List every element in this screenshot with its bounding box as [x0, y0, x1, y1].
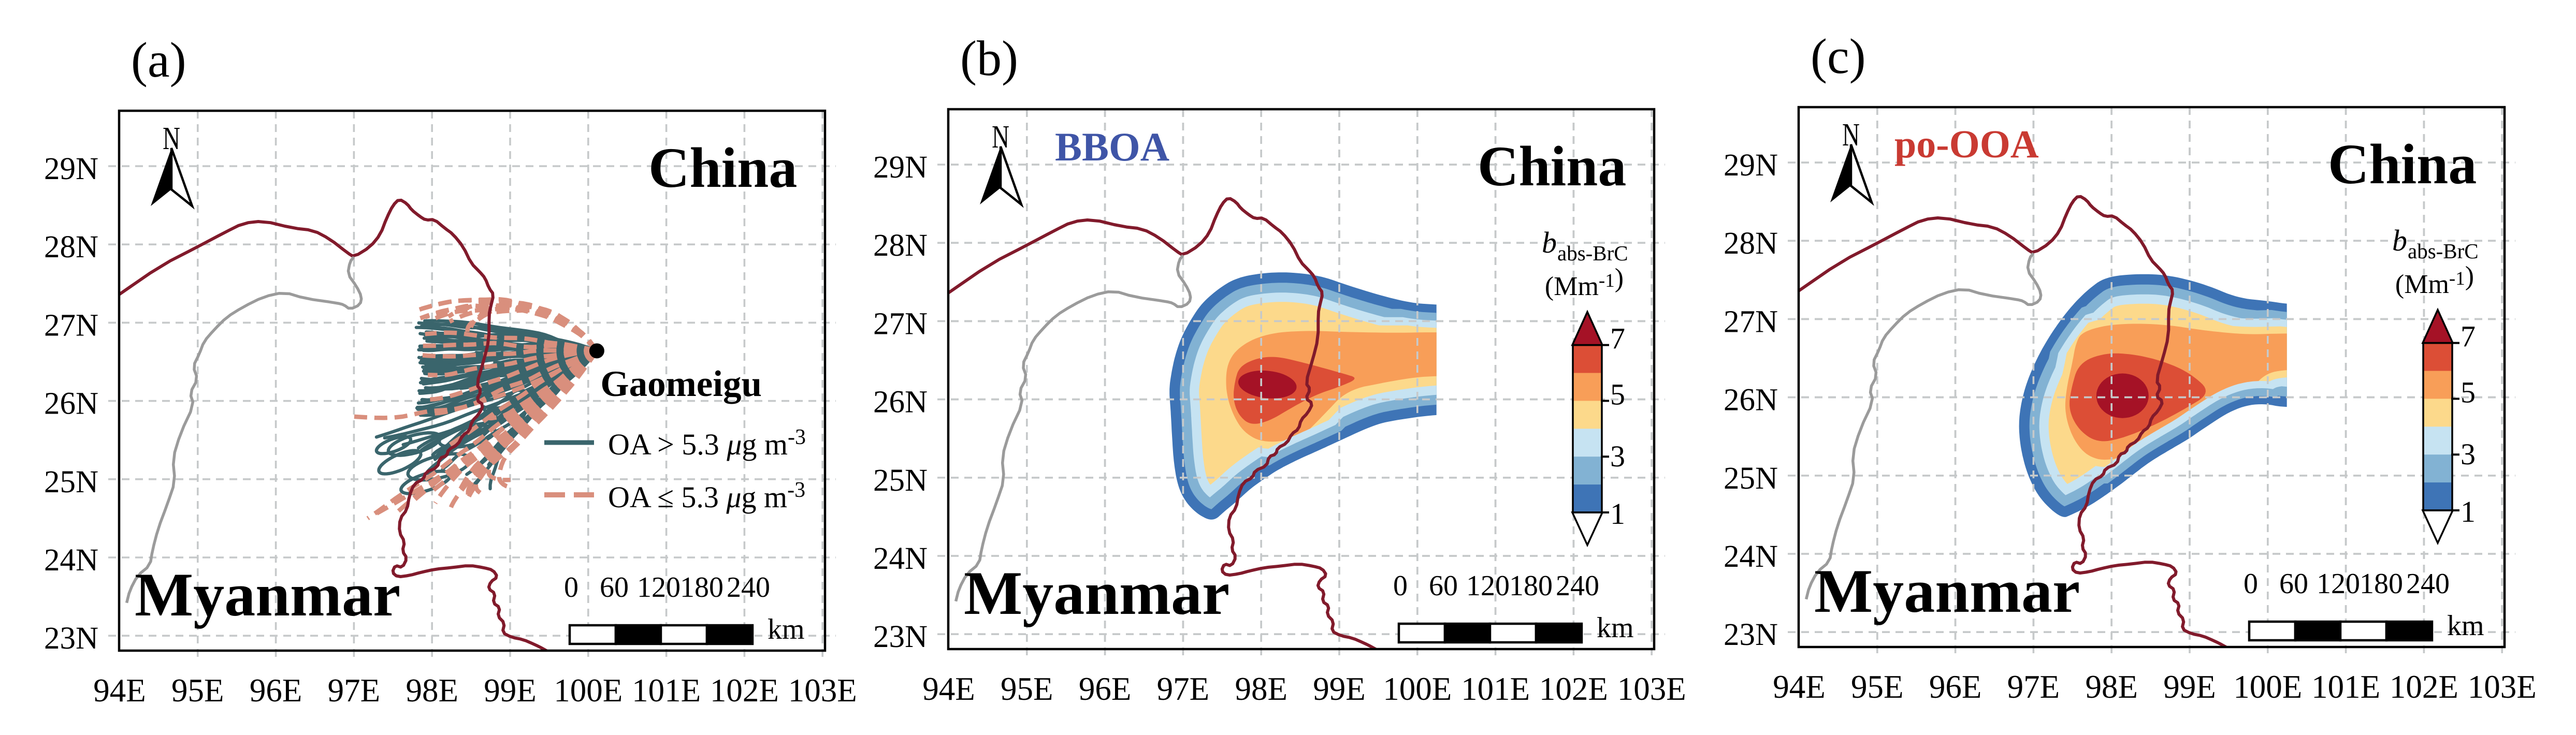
svg-text:101E: 101E [1461, 671, 1530, 707]
svg-text:97E: 97E [1157, 671, 1209, 707]
svg-text:b: b [1542, 226, 1557, 259]
svg-text:24N: 24N [44, 543, 98, 578]
svg-text:26N: 26N [44, 387, 98, 421]
svg-text:102E: 102E [2390, 669, 2458, 705]
svg-text:101E: 101E [632, 672, 701, 709]
svg-text:1: 1 [2461, 495, 2476, 528]
svg-text:26N: 26N [873, 385, 928, 420]
svg-text:29N: 29N [44, 152, 98, 186]
svg-text:103E: 103E [2468, 669, 2537, 705]
svg-text:120: 120 [2317, 568, 2360, 600]
svg-text:27N: 27N [873, 306, 928, 341]
svg-text:1: 1 [1610, 497, 1625, 531]
svg-text:95E: 95E [171, 672, 224, 709]
svg-text:102E: 102E [1539, 671, 1608, 707]
svg-text:OA > 5.3 μg m-3: OA > 5.3 μg m-3 [608, 425, 806, 461]
svg-text:b: b [2392, 224, 2407, 257]
svg-text:Myanmar: Myanmar [1814, 556, 2080, 625]
svg-text:27N: 27N [1724, 304, 1778, 339]
svg-text:24N: 24N [1724, 539, 1778, 574]
svg-text:7: 7 [2461, 320, 2476, 354]
svg-text:23N: 23N [44, 621, 98, 656]
svg-text:China: China [648, 136, 797, 199]
svg-text:China: China [2328, 133, 2477, 196]
svg-text:120: 120 [637, 571, 681, 604]
svg-text:3: 3 [2461, 437, 2476, 471]
svg-text:(a): (a) [131, 32, 186, 87]
svg-text:96E: 96E [1079, 671, 1131, 707]
svg-text:23N: 23N [1724, 618, 1778, 652]
svg-text:28N: 28N [1724, 226, 1778, 261]
svg-text:29N: 29N [1724, 148, 1778, 183]
svg-text:60: 60 [600, 571, 629, 604]
svg-text:60: 60 [2279, 568, 2308, 600]
svg-text:26N: 26N [1724, 383, 1778, 418]
svg-text:23N: 23N [873, 620, 928, 654]
svg-text:95E: 95E [1851, 669, 1903, 705]
svg-text:96E: 96E [1929, 669, 1981, 705]
svg-text:60: 60 [1429, 570, 1458, 602]
svg-text:99E: 99E [484, 672, 536, 709]
svg-text:100E: 100E [554, 672, 623, 709]
svg-text:240: 240 [727, 571, 770, 604]
svg-text:103E: 103E [788, 672, 857, 709]
svg-text:98E: 98E [406, 672, 458, 709]
svg-text:99E: 99E [2163, 669, 2216, 705]
svg-text:(b): (b) [960, 31, 1018, 86]
svg-text:27N: 27N [44, 308, 98, 343]
svg-text:120: 120 [1466, 570, 1510, 602]
svg-text:Myanmar: Myanmar [135, 560, 400, 629]
svg-text:5: 5 [1610, 377, 1625, 411]
svg-text:94E: 94E [93, 672, 146, 709]
svg-text:97E: 97E [2007, 669, 2060, 705]
svg-text:97E: 97E [328, 672, 380, 709]
svg-text:180: 180 [680, 571, 723, 604]
svg-text:Gaomeigu: Gaomeigu [600, 364, 762, 404]
svg-text:29N: 29N [873, 150, 928, 185]
svg-text:240: 240 [1556, 570, 1599, 602]
svg-text:abs-BrC: abs-BrC [2408, 239, 2479, 263]
svg-text:96E: 96E [250, 672, 302, 709]
svg-text:180: 180 [2360, 568, 2403, 600]
svg-text:po-OOA: po-OOA [1894, 123, 2039, 166]
svg-text:3: 3 [1610, 439, 1625, 473]
svg-text:94E: 94E [1773, 669, 1825, 705]
svg-text:94E: 94E [922, 671, 975, 707]
svg-text:0: 0 [1393, 570, 1408, 602]
svg-text:25N: 25N [44, 465, 98, 499]
svg-text:km: km [2447, 610, 2484, 642]
svg-text:0: 0 [564, 571, 578, 604]
svg-text:180: 180 [1509, 570, 1553, 602]
svg-text:OA ≤ 5.3 μg m-3: OA ≤ 5.3 μg m-3 [608, 478, 805, 514]
svg-text:abs-BrC: abs-BrC [1557, 241, 1628, 265]
svg-text:25N: 25N [1724, 461, 1778, 496]
svg-text:98E: 98E [1235, 671, 1287, 707]
svg-text:(c): (c) [1811, 28, 1866, 84]
svg-text:25N: 25N [873, 463, 928, 498]
svg-text:98E: 98E [2085, 669, 2137, 705]
svg-text:BBOA: BBOA [1055, 124, 1169, 169]
svg-text:China: China [1478, 135, 1626, 198]
svg-text:95E: 95E [1001, 671, 1053, 707]
svg-text:km: km [1597, 612, 1634, 644]
svg-text:5: 5 [2461, 375, 2476, 409]
svg-text:24N: 24N [873, 541, 928, 576]
svg-text:28N: 28N [44, 230, 98, 264]
svg-text:103E: 103E [1617, 671, 1686, 707]
svg-text:102E: 102E [710, 672, 779, 709]
svg-text:99E: 99E [1313, 671, 1365, 707]
svg-text:100E: 100E [2233, 669, 2302, 705]
svg-text:Myanmar: Myanmar [964, 558, 1229, 627]
svg-text:240: 240 [2406, 568, 2450, 600]
svg-text:100E: 100E [1383, 671, 1452, 707]
svg-text:101E: 101E [2311, 669, 2380, 705]
svg-text:7: 7 [1610, 322, 1625, 356]
svg-text:0: 0 [2244, 568, 2258, 600]
svg-text:km: km [768, 613, 805, 645]
svg-text:28N: 28N [873, 228, 928, 263]
